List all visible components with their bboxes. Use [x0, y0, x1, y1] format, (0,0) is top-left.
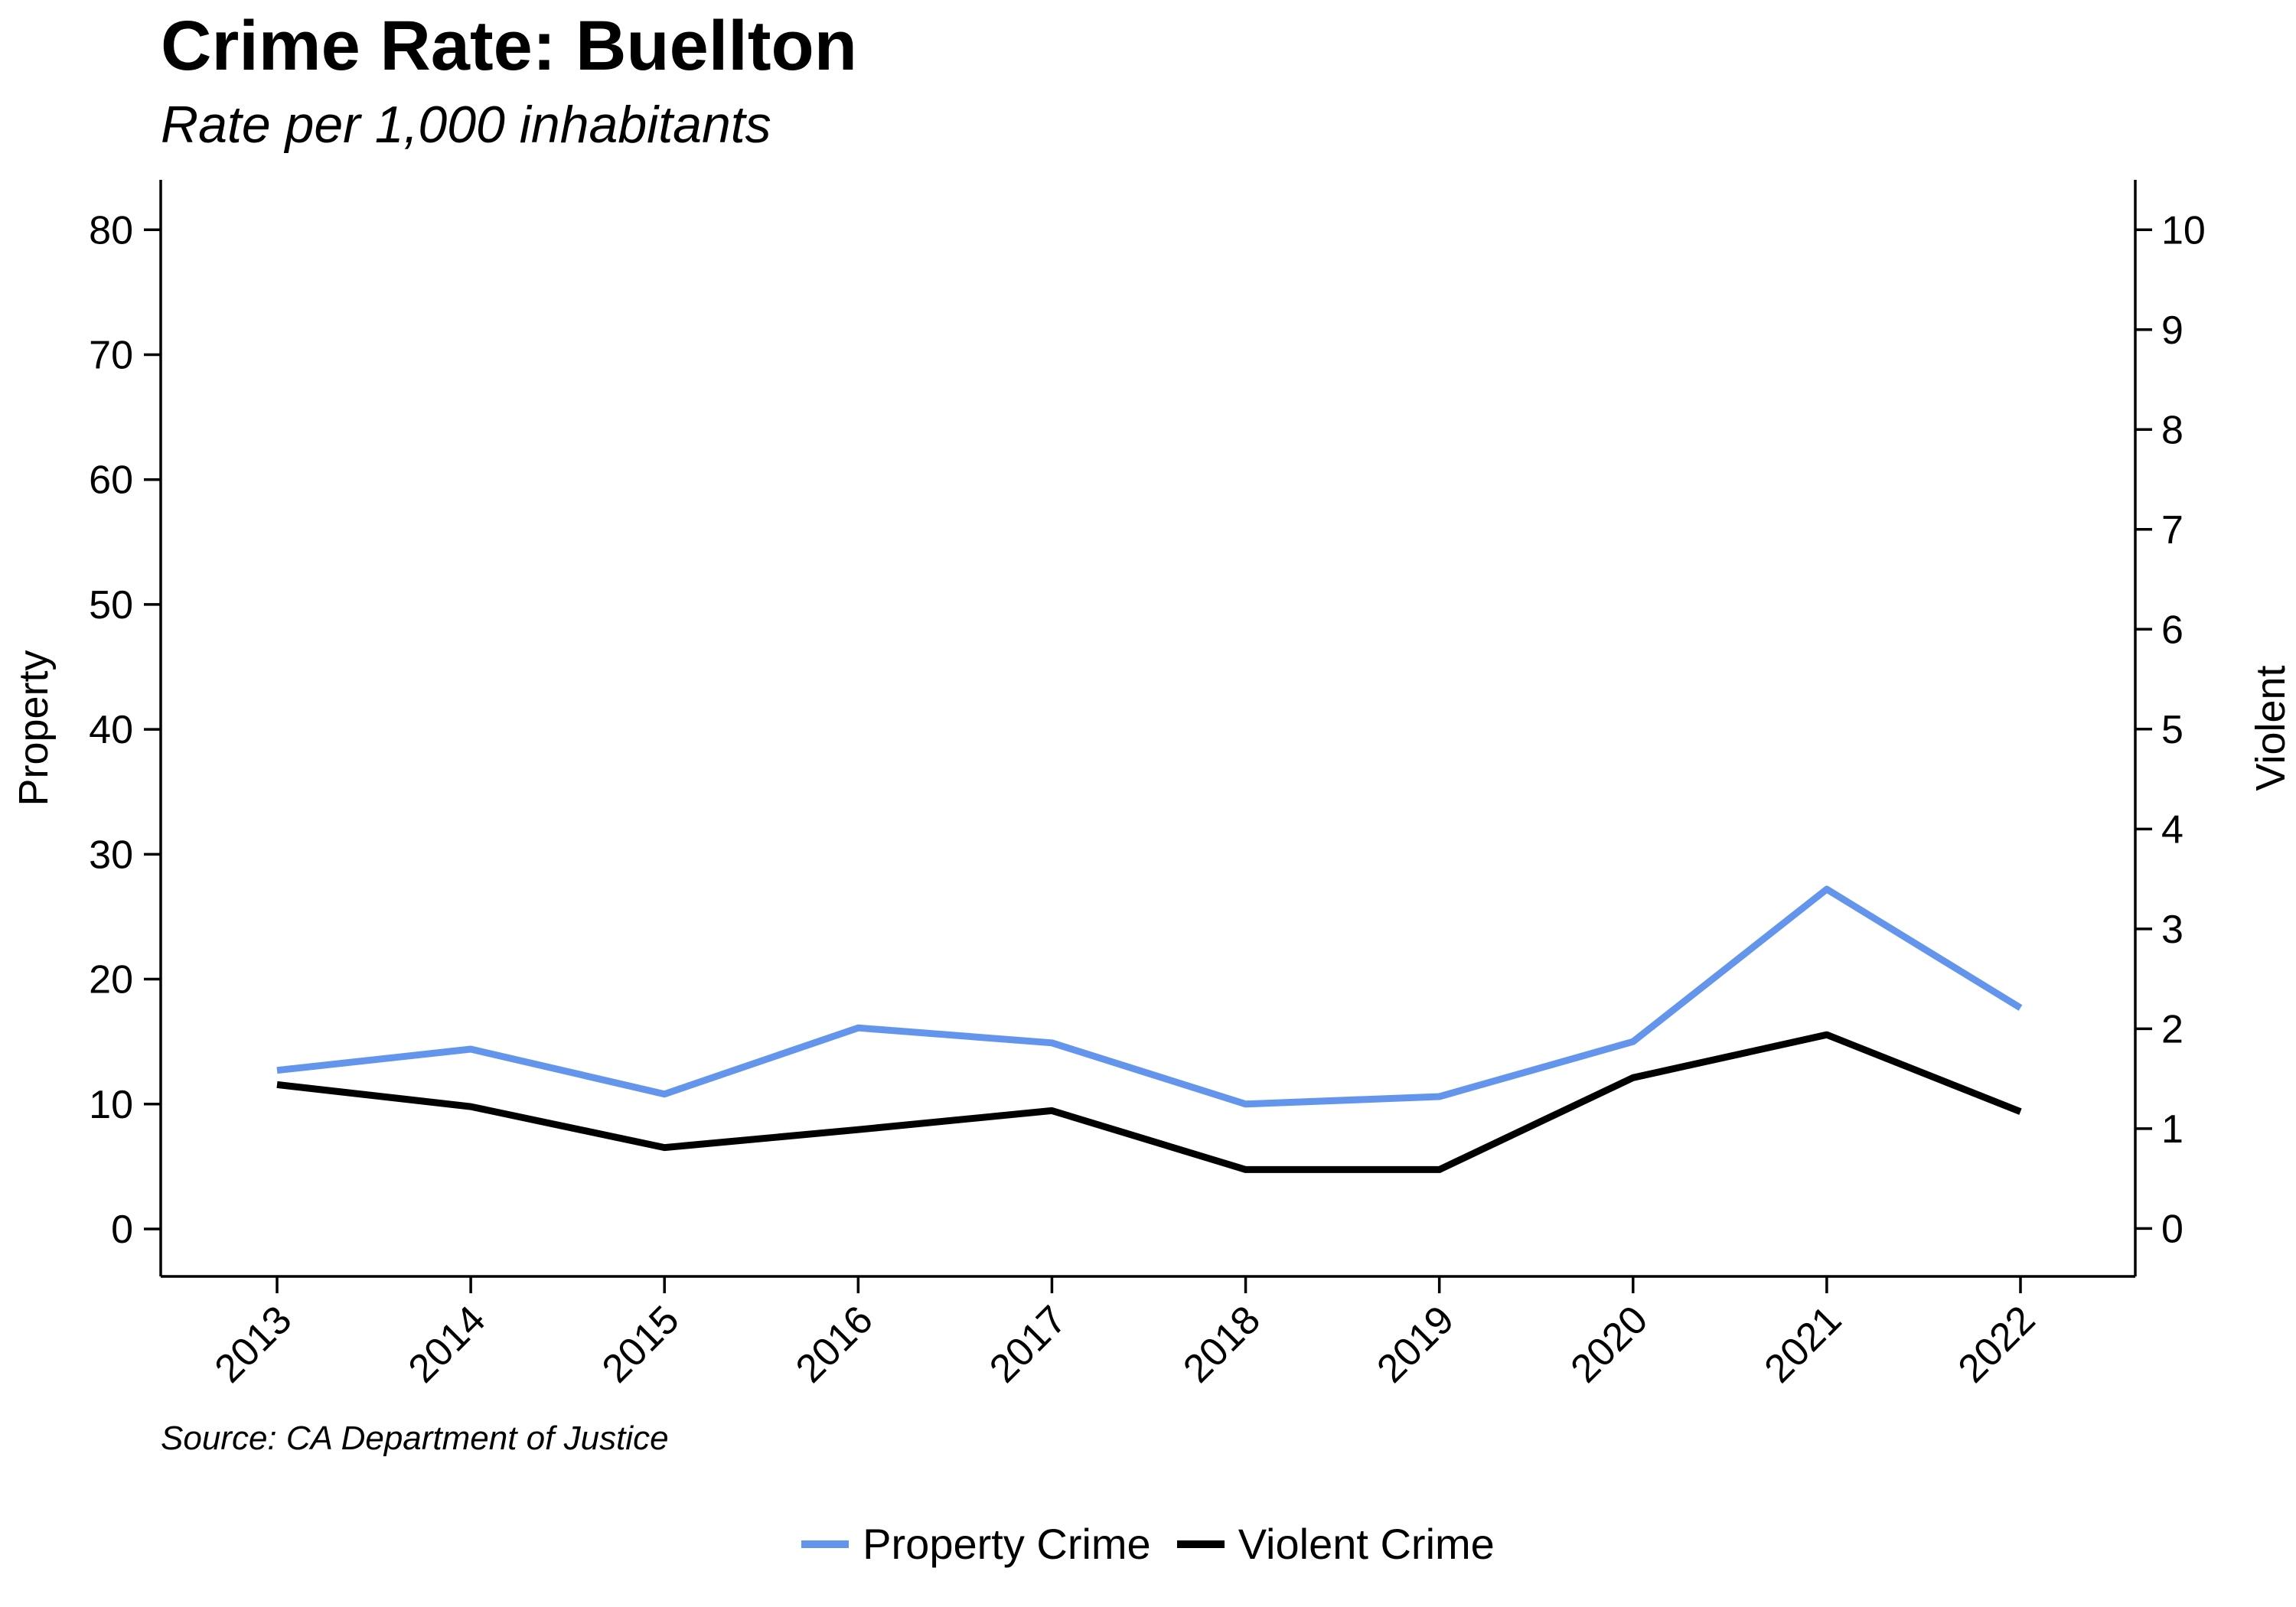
ticks-group: 0 10 20 30 40 50 60 70 80 0 1 2 3 4 5 6 7 8 9 10 2013 2014 201… — [89, 208, 2206, 1391]
y-left-axis-title: Property — [11, 650, 57, 806]
y-left-tick-label: 60 — [89, 458, 133, 503]
x-tick-label: 2018 — [1175, 1297, 1269, 1391]
chart-subtitle: Rate per 1,000 inhabitants — [161, 96, 771, 154]
y-right-tick-label: 5 — [2161, 708, 2183, 752]
y-right-tick-label: 9 — [2161, 308, 2183, 353]
x-tick-label: 2015 — [594, 1297, 688, 1391]
x-tick-label: 2019 — [1368, 1297, 1463, 1391]
y-right-tick-label: 10 — [2161, 208, 2206, 253]
legend-swatch-violent — [1176, 1540, 1225, 1548]
x-tick-label: 2013 — [207, 1297, 301, 1391]
x-tick-label: 2016 — [788, 1297, 882, 1391]
legend-item-property: Property Crime — [801, 1519, 1151, 1569]
y-right-axis-title: Violent — [2248, 665, 2294, 790]
legend-item-violent: Violent Crime — [1176, 1519, 1495, 1569]
x-tick-label: 2020 — [1562, 1297, 1656, 1391]
x-tick-label: 2014 — [400, 1297, 494, 1391]
y-right-tick-label: 8 — [2161, 408, 2183, 452]
y-right-tick-label: 3 — [2161, 908, 2183, 952]
series-line-property — [276, 885, 2023, 1108]
y-left-tick-label: 30 — [89, 833, 133, 877]
legend-label-property: Property Crime — [863, 1520, 1151, 1568]
y-left-tick-label: 20 — [89, 958, 133, 1002]
legend-swatch-property — [801, 1540, 850, 1548]
y-left-tick-label: 70 — [89, 333, 133, 377]
y-left-tick-label: 50 — [89, 583, 133, 627]
y-left-tick-label: 80 — [89, 208, 133, 253]
y-right-tick-label: 2 — [2161, 1007, 2183, 1051]
y-right-tick-label: 4 — [2161, 807, 2183, 852]
series-line-violent — [276, 1031, 2022, 1173]
y-left-tick-label: 10 — [89, 1083, 133, 1127]
y-right-tick-label: 6 — [2161, 608, 2183, 652]
source-note: Source: CA Department of Justice — [161, 1420, 669, 1457]
x-tick-label: 2017 — [981, 1297, 1075, 1391]
y-right-tick-label: 0 — [2161, 1207, 2183, 1251]
axes-group: Property Violent — [11, 180, 2294, 1278]
x-tick-label: 2021 — [1756, 1297, 1851, 1391]
y-right-tick-label: 1 — [2161, 1107, 2183, 1152]
y-left-tick-label: 40 — [89, 708, 133, 752]
x-tick-label: 2022 — [1950, 1297, 2044, 1391]
legend: Property Crime Violent Crime — [0, 1519, 2296, 1569]
legend-label-violent: Violent Crime — [1238, 1520, 1495, 1568]
y-right-tick-label: 7 — [2161, 508, 2183, 553]
y-left-tick-label: 0 — [111, 1208, 133, 1252]
series-group — [276, 885, 2023, 1173]
chart-title: Crime Rate: Buellton — [161, 7, 857, 85]
